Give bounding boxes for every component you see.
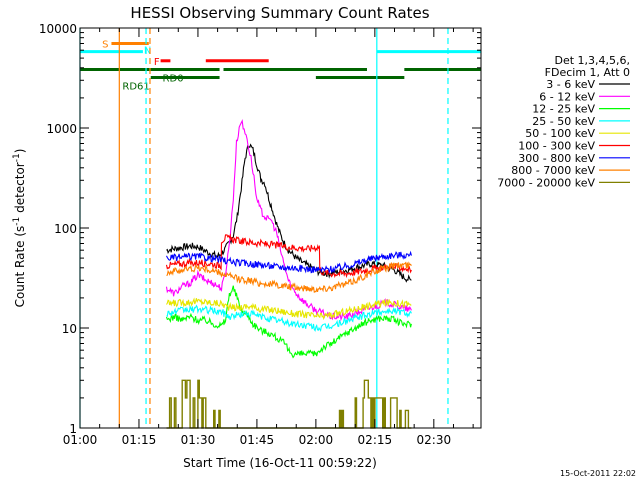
- legend-label: 25 - 50 keV: [532, 115, 595, 128]
- y-axis-label-superscript: -1: [12, 153, 22, 162]
- x-tick-label: 01:00: [63, 433, 98, 447]
- footer-timestamp: 15-Oct-2011 22:02: [560, 469, 636, 478]
- data-series: [165, 119, 412, 429]
- x-tick-label: 02:15: [358, 433, 393, 447]
- legend-label: 100 - 300 keV: [518, 140, 595, 153]
- legend-label: 12 - 25 keV: [532, 103, 595, 116]
- series-3-6-kev: [166, 143, 412, 283]
- y-axis-label-part: detector: [13, 162, 27, 217]
- y-tick-labels: 1 10 100 1000 10000: [39, 22, 77, 436]
- flag-label-s: S: [102, 39, 108, 50]
- legend-header: FDecim 1, Att 0: [545, 66, 630, 79]
- legend: Det 1,3,4,5,6,FDecim 1, Att 03 - 6 keV6 …: [497, 54, 630, 189]
- legend-label: 7000 - 20000 keV: [497, 176, 595, 189]
- y-tick-label: 1000: [46, 122, 77, 136]
- series-100-300-kev: [165, 233, 412, 279]
- y-axis-label-superscript: -1: [12, 217, 22, 226]
- legend-label: 50 - 100 keV: [525, 127, 595, 140]
- observing-flags: SNFRD0RD61: [80, 39, 481, 92]
- y-tick-label: 10000: [39, 22, 77, 36]
- legend-label: 800 - 7000 keV: [511, 164, 595, 177]
- series-25-50-kev: [166, 304, 412, 332]
- y-tick-label: 100: [54, 222, 77, 236]
- series-50-100-kev: [166, 297, 412, 321]
- legend-label: 6 - 12 keV: [539, 90, 595, 103]
- legend-header: Det 1,3,4,5,6,: [554, 54, 630, 67]
- y-tick-label: 10: [62, 322, 77, 336]
- plot-axes: [79, 27, 482, 429]
- flag-label-f: F: [154, 57, 160, 68]
- x-tick-label: 02:00: [299, 433, 334, 447]
- x-tick-labels: 01:00 01:15 01:30 01:45 02:00 02:15 02:30: [63, 433, 451, 447]
- y-axis-label: Count Rate (s-1 detector-1): [12, 149, 27, 308]
- flag-label-n: N: [144, 46, 151, 57]
- legend-label: 300 - 800 keV: [518, 152, 595, 165]
- chart-title: HESSI Observing Summary Count Rates: [130, 4, 429, 22]
- x-tick-label: 01:45: [240, 433, 275, 447]
- flag-label-rd61: RD61: [122, 81, 149, 92]
- series-6-12-kev: [165, 119, 412, 322]
- x-tick-label: 02:30: [417, 433, 452, 447]
- x-axis-label: Start Time (16-Oct-11 00:59:22): [183, 456, 377, 470]
- series-300-800-kev: [166, 250, 412, 275]
- series-800-7000-kev: [166, 261, 412, 294]
- series-12-25-kev: [165, 285, 412, 359]
- y-axis-label-part: Count Rate (s: [13, 226, 27, 308]
- y-tick-label: 1: [69, 422, 77, 436]
- x-tick-label: 01:30: [181, 433, 216, 447]
- legend-label: 3 - 6 keV: [546, 78, 595, 91]
- x-tick-label: 01:15: [122, 433, 157, 447]
- y-axis-label-part: ): [13, 149, 27, 154]
